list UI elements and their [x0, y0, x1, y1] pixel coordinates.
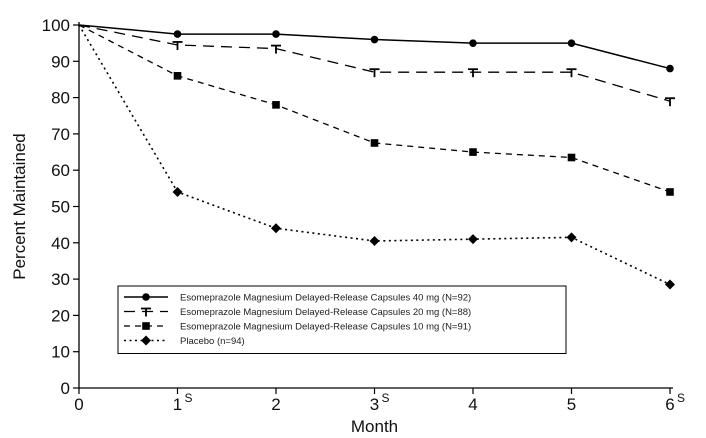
data-point	[369, 235, 380, 246]
series-layer	[78, 24, 675, 290]
legend-entry: Esomeprazole Magnesium Delayed-Release C…	[180, 293, 471, 304]
legend: Esomeprazole Magnesium Delayed-Release C…	[117, 285, 567, 354]
data-point	[272, 30, 280, 38]
data-point	[665, 279, 675, 290]
y-tick-label: 0	[61, 379, 70, 398]
x-tick-label: 2	[271, 395, 280, 414]
x-tick-label: 5	[567, 395, 576, 414]
data-point	[468, 68, 478, 78]
y-tick-label: 50	[51, 198, 70, 217]
y-tick-label: 70	[51, 125, 70, 144]
series-line	[78, 24, 671, 70]
data-point	[272, 101, 280, 109]
x-tick-label: 1	[173, 395, 182, 414]
data-point	[271, 44, 281, 54]
y-tick-label: 80	[51, 89, 70, 108]
data-point	[271, 223, 281, 234]
data-point	[567, 39, 576, 47]
x-axis-label: Month	[351, 417, 398, 436]
x-tick-superscript: S	[185, 391, 193, 405]
y-tick-label: 100	[42, 16, 70, 35]
x-tick-superscript: S	[677, 391, 685, 405]
data-point	[666, 64, 674, 73]
data-point	[666, 188, 674, 196]
data-point	[370, 139, 379, 147]
legend-entry: Esomeprazole Magnesium Delayed-Release C…	[180, 322, 471, 333]
y-tick-label: 10	[51, 343, 70, 362]
legend-swatch-marker	[142, 293, 150, 301]
legend-box	[117, 285, 567, 354]
series-1	[78, 24, 674, 73]
x-tick-superscript: S	[382, 391, 390, 405]
x-tick-label: 0	[74, 395, 83, 414]
legend-swatch-marker	[141, 335, 151, 346]
y-tick-label: 60	[51, 161, 70, 180]
data-point	[567, 153, 576, 162]
y-tick-label: 20	[51, 306, 70, 325]
data-point	[369, 68, 380, 78]
series-2	[78, 24, 675, 107]
data-point	[370, 35, 379, 44]
x-tick-label: 3	[370, 395, 379, 414]
data-point	[665, 97, 675, 107]
series-3	[78, 24, 674, 196]
data-point	[566, 232, 577, 243]
data-point	[173, 30, 182, 38]
data-point	[172, 186, 183, 197]
legend-entry: Esomeprazole Magnesium Delayed-Release C…	[180, 307, 471, 318]
x-tick-label: 4	[468, 395, 477, 414]
data-point	[172, 41, 183, 50]
data-point	[469, 148, 477, 156]
legend-swatch-marker	[142, 322, 150, 330]
data-point	[468, 234, 478, 245]
data-point	[469, 39, 477, 47]
series-line	[78, 24, 671, 193]
series-4	[78, 24, 675, 290]
legend-entry: Placebo (n=94)	[180, 336, 245, 347]
y-tick-label: 40	[51, 234, 70, 253]
data-point	[173, 72, 182, 80]
y-axis-label: Percent Maintained	[10, 133, 29, 279]
legend-swatch-marker	[141, 307, 151, 317]
y-tick-label: 90	[51, 52, 70, 71]
x-tick-label: 6	[665, 395, 674, 414]
y-tick-label: 30	[51, 270, 70, 289]
data-point	[566, 68, 577, 78]
